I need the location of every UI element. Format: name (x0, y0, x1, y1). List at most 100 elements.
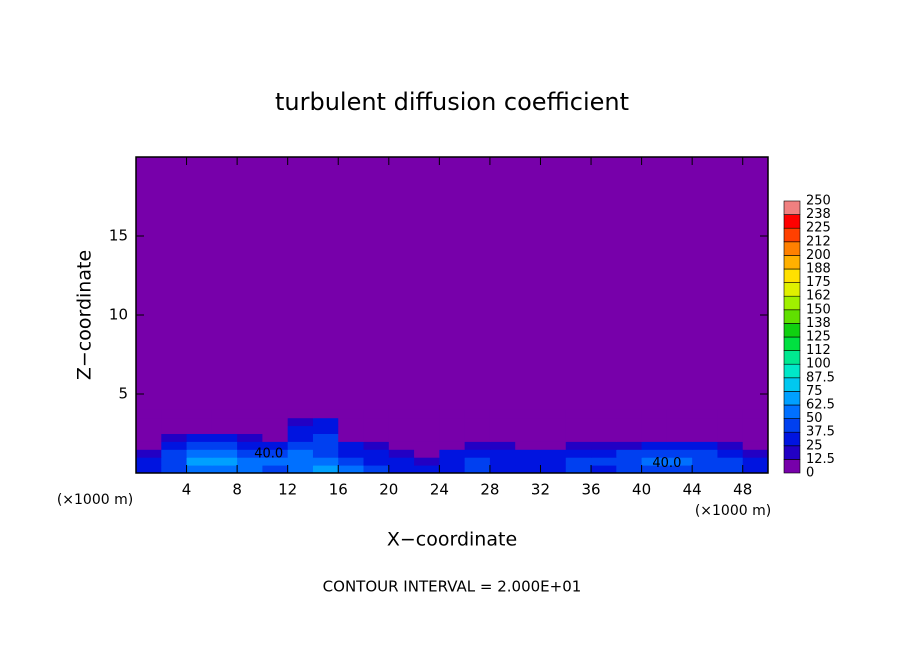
contour-cell (540, 449, 567, 458)
contour-cell (666, 465, 693, 474)
contour-cell (742, 425, 769, 434)
contour-cell (237, 465, 263, 474)
contour-cell (464, 441, 491, 450)
contour-cell (489, 449, 516, 458)
contour-cell (338, 457, 365, 466)
contour-cell (439, 465, 466, 474)
colorbar-swatch (783, 445, 801, 460)
colorbar-swatch (783, 350, 801, 365)
x-tick-label: 12 (278, 481, 297, 499)
contour-cell (641, 409, 668, 419)
colorbar-label: 112 (806, 343, 831, 358)
contour-cell (717, 425, 744, 434)
contour-cell (641, 433, 668, 442)
contour-cell (237, 457, 263, 466)
contour-cell (464, 425, 491, 434)
contour-cell (515, 409, 541, 419)
contour-cell (338, 449, 365, 458)
chart-title: turbulent diffusion coefficient (275, 88, 629, 116)
contour-cell (338, 425, 365, 434)
contour-cell (717, 409, 744, 419)
contour-cell (161, 425, 188, 434)
contour-cell (439, 417, 466, 427)
contour-cell (363, 433, 390, 442)
contour-cell (742, 449, 769, 458)
contour-cell (237, 409, 263, 419)
contour-cell (616, 465, 643, 474)
contour-cell (388, 425, 415, 434)
y-axis-label: Z−coordinate (74, 250, 96, 380)
contour-cell (742, 457, 769, 466)
contour-cell (388, 465, 415, 474)
contour-cell (540, 409, 567, 419)
contour-cell (616, 433, 643, 442)
contour-cell (136, 417, 162, 427)
contour-cell (414, 409, 440, 419)
contour-cell (363, 449, 390, 458)
contour-cell (489, 425, 516, 434)
contour-cell (616, 449, 643, 458)
contour-cell (136, 449, 162, 458)
contour-cell (591, 433, 617, 442)
contour-cell (464, 409, 491, 419)
contour-cell (414, 441, 440, 450)
contour-cell (515, 425, 541, 434)
colorbar-label: 62.5 (806, 398, 835, 413)
contour-cell (489, 465, 516, 474)
contour-cell (565, 441, 592, 450)
contour-cell (287, 465, 314, 474)
contour-cell (742, 417, 769, 427)
contour-cell (161, 441, 188, 450)
contour-label: 40.0 (652, 456, 681, 471)
contour-cell (211, 417, 238, 427)
contour-cell (211, 433, 238, 442)
contour-label: 40.0 (254, 447, 283, 462)
contour-cell (591, 457, 617, 466)
contour-cell (161, 409, 188, 419)
x-tick-label: 40 (632, 481, 651, 499)
contour-cell (464, 417, 491, 427)
contour-cell (641, 417, 668, 427)
colorbar-label: 150 (806, 302, 831, 317)
colorbar-swatch (783, 336, 801, 351)
colorbar-label: 50 (806, 411, 823, 426)
contour-cell (262, 417, 289, 427)
contour-cell (565, 465, 592, 474)
contour-cell (666, 449, 693, 458)
colorbar-label: 162 (806, 289, 831, 304)
contour-cell (161, 417, 188, 427)
contour-cell (262, 441, 289, 450)
contour-cell (489, 409, 516, 419)
contour-cell (338, 409, 365, 419)
contour-cell (136, 433, 162, 442)
contour-cell (287, 449, 314, 458)
contour-cell (565, 409, 592, 419)
x-tick-label: 36 (581, 481, 600, 499)
contour-cell (742, 465, 769, 474)
contour-cell (515, 433, 541, 442)
contour-cell (312, 465, 339, 474)
colorbar-swatch (783, 418, 801, 433)
contour-cell (388, 409, 415, 419)
contour-cell (591, 465, 617, 474)
colorbar-label: 12.5 (806, 452, 835, 467)
contour-cell (591, 441, 617, 450)
contour-cell (666, 457, 693, 466)
contour-cell (186, 465, 213, 474)
contour-cell (388, 417, 415, 427)
contour-cell (262, 425, 289, 434)
contour-cell (540, 457, 567, 466)
x-unit: (×1000 m) (57, 492, 133, 508)
x-tick-label: 8 (232, 481, 242, 499)
contour-cell (641, 425, 668, 434)
colorbar-swatch (783, 241, 801, 256)
contour-cell (186, 417, 213, 427)
contour-cell (464, 465, 491, 474)
contour-cell (237, 425, 263, 434)
contour-cell (717, 441, 744, 450)
contour-cell (161, 433, 188, 442)
contour-cell (312, 409, 339, 419)
colorbar-label: 87.5 (806, 370, 835, 385)
contour-cell (414, 433, 440, 442)
contour-cell (666, 433, 693, 442)
